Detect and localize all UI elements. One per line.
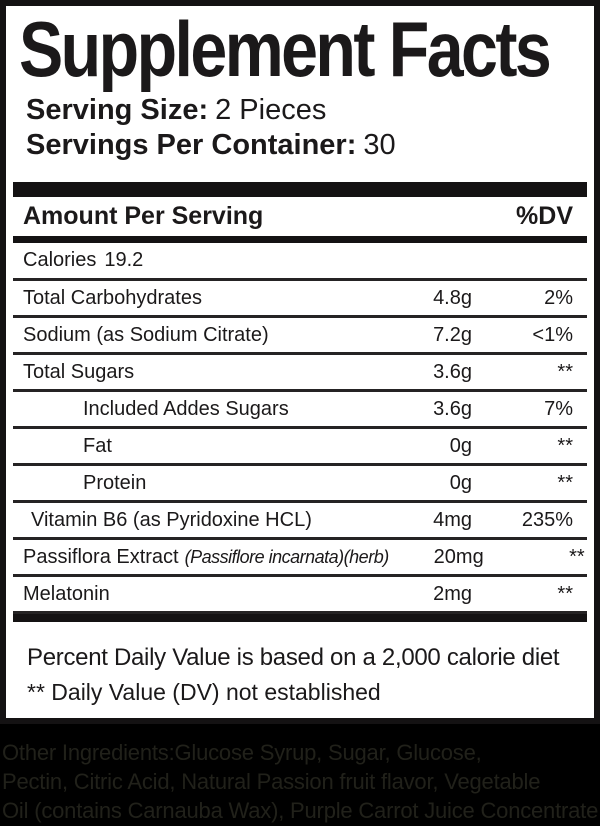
nutrient-name: Included Addes Sugars xyxy=(83,397,289,420)
calories-row: Calories 19.2 xyxy=(13,243,587,281)
other-ingredients-line: Oil (contains Carnauba Wax), Purple Carr… xyxy=(2,798,599,823)
table-header-row: Amount Per Serving %DV xyxy=(13,197,587,236)
nutrient-amount: 3.6g xyxy=(433,397,472,420)
daily-value-footnote: Percent Daily Value is based on a 2,000 … xyxy=(27,644,560,671)
nutrient-dv: ** xyxy=(569,545,585,568)
nutrient-name: Melatonin xyxy=(23,582,110,605)
nutrient-name-main: Passiflora Extract xyxy=(23,545,179,568)
nutrient-name: Vitamin B6 (as Pyridoxine HCL) xyxy=(31,508,312,531)
nutrient-latin-name: (Passiflore incarnata)(herb) xyxy=(184,546,390,567)
serving-size-value: 2 Pieces xyxy=(215,94,327,126)
nutrient-row-melatonin: Melatonin 2mg ** xyxy=(13,577,587,614)
servings-per-container-label: Servings Per Container: xyxy=(26,129,357,161)
nutrient-row-included-added-sugars: Included Addes Sugars 3.6g 7% xyxy=(13,392,587,429)
divider-end-bar xyxy=(13,614,587,622)
divider-thick-bar xyxy=(13,182,587,197)
percent-dv-header: %DV xyxy=(516,202,573,230)
serving-size-line: Serving Size: 2 Pieces xyxy=(26,93,587,128)
nutrient-amount: 2mg xyxy=(433,582,472,605)
nutrient-row-total-carbohydrates: Total Carbohydrates 4.8g 2% xyxy=(13,281,587,318)
serving-size-label: Serving Size: xyxy=(26,94,209,126)
nutrient-name: Protein xyxy=(83,471,147,494)
nutrient-row-sodium: Sodium (as Sodium Citrate) 7.2g <1% xyxy=(13,318,587,355)
nutrient-row-passiflora-extract: Passiflora Extract (Passiflore incarnata)… xyxy=(13,540,587,577)
servings-per-container-value: 30 xyxy=(363,129,396,161)
other-ingredients-section: Other Ingredients:Glucose Syrup, Sugar, … xyxy=(0,724,600,825)
nutrient-dv: 2% xyxy=(544,286,573,309)
nutrient-amount: 0g xyxy=(449,471,472,494)
nutrient-name: Sodium (as Sodium Citrate) xyxy=(23,323,269,346)
nutrient-name: Total Sugars xyxy=(23,360,135,383)
nutrient-row-fat: Fat 0g ** xyxy=(13,429,587,466)
amount-per-serving-header: Amount Per Serving xyxy=(23,202,264,230)
nutrient-dv: <1% xyxy=(532,323,573,346)
nutrient-amount: 3.6g xyxy=(433,360,472,383)
nutrient-amount: 7.2g xyxy=(433,323,472,346)
calories-label: Calories xyxy=(23,249,97,271)
serving-info: Serving Size: 2 Pieces Servings Per Conta… xyxy=(13,93,587,163)
panel-title: Supplement Facts xyxy=(19,5,552,93)
nutrient-amount: 4mg xyxy=(433,508,472,531)
nutrient-name: Fat xyxy=(83,434,112,457)
nutrient-row-protein: Protein 0g ** xyxy=(13,466,587,503)
nutrient-amount: 4.8g xyxy=(433,286,472,309)
nutrient-name: Total Carbohydrates xyxy=(23,286,202,309)
divider-medium-bar xyxy=(13,236,587,243)
nutrient-dv: 235% xyxy=(521,508,573,531)
other-ingredients-line: Other Ingredients:Glucose Syrup, Sugar, … xyxy=(2,740,482,765)
nutrient-dv: ** xyxy=(557,360,573,383)
nutrient-amount: 0g xyxy=(449,434,472,457)
nutrient-amount: 20mg xyxy=(433,545,484,568)
nutrient-dv: 7% xyxy=(544,397,573,420)
nutrient-dv: ** xyxy=(557,582,573,605)
other-ingredients-line: Pectin, Citric Acid, Natural Passion fru… xyxy=(2,769,541,794)
nutrient-name: Passiflora Extract (Passiflore incarnata)… xyxy=(13,546,389,569)
nutrient-row-total-sugars: Total Sugars 3.6g ** xyxy=(13,355,587,392)
supplement-facts-panel: Supplement Facts Serving Size: 2 Pieces S… xyxy=(0,0,600,724)
nutrient-row-vitamin-b6: Vitamin B6 (as Pyridoxine HCL) 4mg 235% xyxy=(13,503,587,540)
nutrient-dv: ** xyxy=(557,434,573,457)
calories-value: 19.2 xyxy=(104,249,144,271)
servings-per-container-line: Servings Per Container: 30 xyxy=(26,128,587,163)
nutrient-dv: ** xyxy=(557,471,573,494)
dv-not-established-footnote: ** Daily Value (DV) not established xyxy=(27,679,381,705)
